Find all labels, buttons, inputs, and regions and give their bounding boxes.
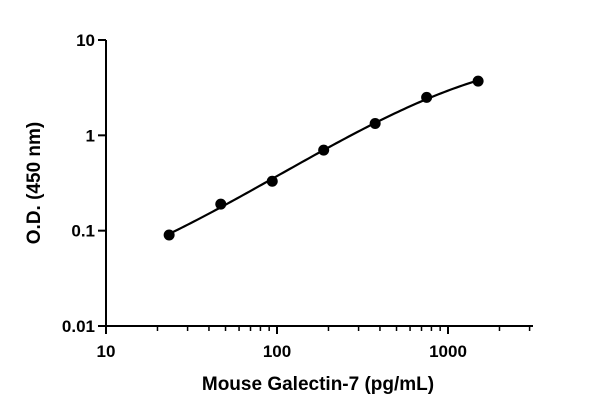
- data-point: [472, 75, 484, 87]
- x-tick-label: 10: [97, 342, 116, 361]
- x-tick-label: 1000: [429, 342, 467, 361]
- data-point: [318, 144, 330, 156]
- data-point: [369, 118, 381, 130]
- y-axis-title: O.D. (450 nm): [24, 122, 45, 244]
- ticks: 0.01 0.1 1 10 10 100 1000: [62, 31, 531, 361]
- data-point: [266, 175, 278, 187]
- x-axis-title: Mouse Galectin-7 (pg/mL): [202, 374, 434, 395]
- y-tick-label: 10: [76, 31, 95, 50]
- x-tick-label: 100: [263, 342, 291, 361]
- data-point: [215, 198, 227, 210]
- y-tick-label: 1: [86, 126, 95, 145]
- data-point: [163, 229, 175, 241]
- fit-curve: [168, 79, 479, 235]
- y-tick-label: 0.01: [62, 317, 95, 336]
- data-point: [421, 91, 433, 103]
- axes: [105, 40, 533, 327]
- series: [163, 75, 484, 241]
- y-tick-label: 0.1: [71, 222, 95, 241]
